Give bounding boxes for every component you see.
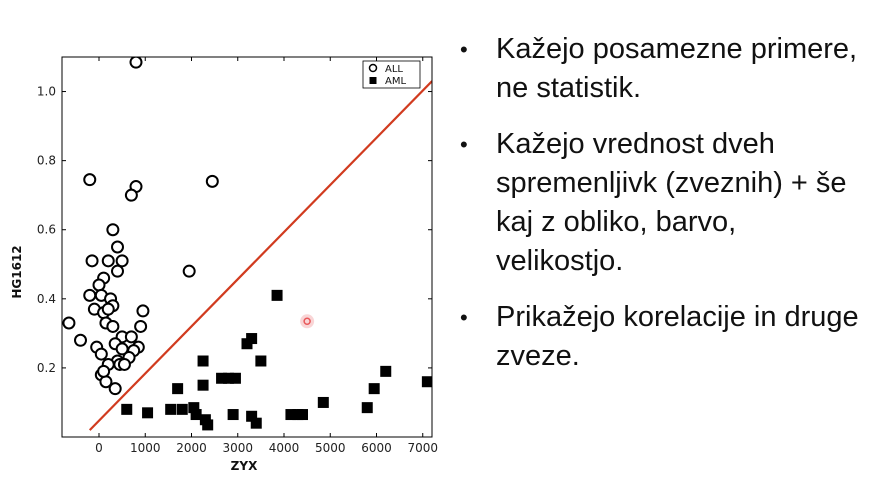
point-all: [97, 364, 111, 378]
point-all: [74, 333, 87, 347]
point-all: [129, 57, 143, 69]
point-aml: [368, 383, 380, 395]
x-tick-label: 3000: [222, 441, 253, 455]
y-tick-label: 0.6: [37, 223, 56, 237]
point-all: [205, 174, 219, 188]
point-all: [182, 264, 196, 278]
point-aml: [121, 403, 133, 415]
point-aml: [176, 403, 188, 415]
point-aml: [172, 383, 184, 395]
point-aml: [246, 333, 258, 345]
point-aml: [361, 402, 373, 414]
bullet-text: Prikažejo korelacije in druge zveze.: [496, 301, 859, 372]
x-axis-title: ZYX: [231, 459, 258, 473]
point-all: [117, 357, 131, 371]
legend-label-all: ALL: [385, 64, 403, 75]
point-all: [83, 173, 97, 187]
point-aml: [421, 376, 432, 388]
point-all: [101, 254, 115, 268]
bullet-text: Kažejo posamezne primere, ne statistik.: [496, 33, 858, 104]
legend: ALL AML: [362, 60, 421, 89]
point-aml: [202, 419, 214, 431]
bullet-item: • Prikažejo korelacije in druge zveze.: [458, 298, 868, 376]
point-all: [106, 223, 120, 237]
bullet-text: Kažejo vrednost dveh spremenljivk (zvezn…: [496, 128, 847, 277]
highlight-marker: [303, 317, 311, 326]
bullet-item: • Kažejo vrednost dveh spremenljivk (zve…: [458, 125, 868, 281]
point-all: [111, 264, 124, 278]
point-aml: [190, 409, 202, 421]
point-all: [85, 254, 99, 268]
y-axis-title: HG1612: [10, 245, 24, 298]
legend-marker-all: [368, 63, 378, 73]
point-aml: [227, 409, 239, 421]
x-tick-label: 4000: [269, 441, 300, 455]
point-all: [92, 278, 106, 292]
point-all: [108, 382, 122, 396]
point-aml: [229, 372, 241, 384]
point-aml: [216, 372, 228, 384]
point-all: [106, 319, 120, 333]
point-aml: [246, 410, 258, 422]
x-tick-label: 2000: [176, 441, 207, 455]
point-aml: [197, 379, 209, 391]
point-all: [83, 288, 97, 302]
point-aml: [142, 407, 154, 419]
point-aml: [197, 355, 209, 367]
bullet-list: • Kažejo posamezne primere, ne statistik…: [458, 30, 868, 393]
point-all: [136, 304, 150, 318]
x-tick-label: 5000: [315, 441, 346, 455]
plot-area: [62, 57, 432, 431]
x-tick-label: 0: [95, 441, 103, 455]
point-all: [124, 330, 138, 344]
point-all: [111, 240, 124, 254]
point-all: [115, 254, 129, 268]
point-aml: [165, 403, 177, 415]
separator-line: [88, 80, 432, 431]
bullet-dot-icon: •: [460, 305, 468, 330]
point-aml: [250, 417, 262, 429]
bullet-item: • Kažejo posamezne primere, ne statistik…: [458, 30, 868, 108]
point-all: [62, 316, 76, 330]
y-tick-label: 1.0: [37, 85, 56, 99]
y-tick-label: 0.8: [37, 154, 56, 168]
point-aml: [271, 289, 283, 301]
point-aml: [297, 409, 308, 421]
point-aml: [317, 396, 329, 408]
point-aml: [255, 355, 267, 367]
plot-frame: [61, 56, 433, 438]
x-tick-label: 6000: [361, 441, 392, 455]
y-tick-label: 0.2: [37, 361, 56, 375]
point-all: [94, 347, 108, 361]
y-tick-label: 0.4: [37, 292, 56, 306]
plot-marks: [62, 57, 432, 431]
point-aml: [285, 409, 297, 421]
scatter-chart: 0 1000 2000 3000 4000 5000 6000 7000 0.2 0.4 0.6 0.…: [10, 56, 438, 473]
x-tick-label: 7000: [407, 441, 438, 455]
point-aml: [223, 372, 234, 384]
point-aml: [188, 402, 200, 414]
point-all: [124, 188, 138, 202]
point-aml: [380, 365, 392, 377]
bullet-dot-icon: •: [460, 37, 468, 62]
highlight-halo: [300, 314, 315, 329]
point-all: [134, 319, 148, 333]
axes: 0 1000 2000 3000 4000 5000 6000 7000 0.2 0.4 0.6 0.…: [37, 56, 438, 455]
legend-label-aml: AML: [385, 76, 406, 87]
x-tick-label: 1000: [130, 441, 161, 455]
legend-marker-aml: [369, 77, 377, 84]
bullet-dot-icon: •: [460, 132, 468, 157]
point-all: [101, 302, 115, 316]
